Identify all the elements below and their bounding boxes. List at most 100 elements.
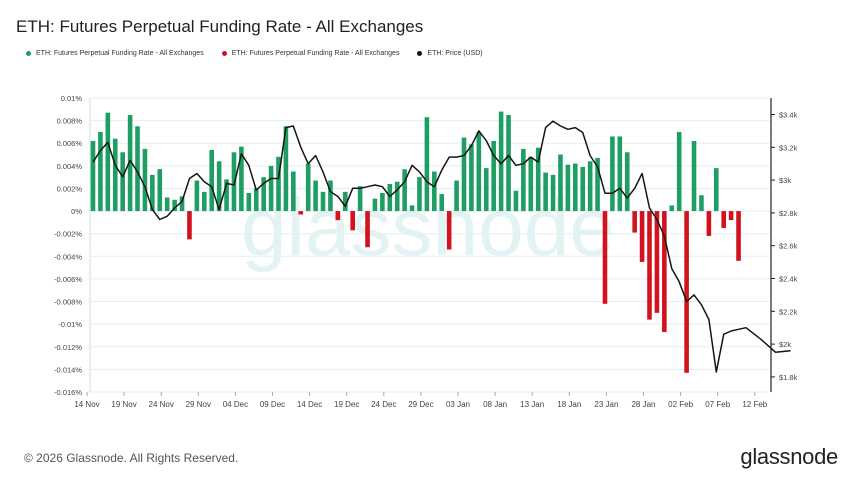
legend-item-positive-funding[interactable]: ETH: Futures Perpetual Funding Rate - Al… — [26, 50, 204, 57]
funding-bar-positive — [105, 112, 111, 212]
funding-bar-negative — [365, 211, 370, 248]
funding-bar-positive — [461, 137, 467, 212]
funding-bar-positive — [172, 199, 177, 212]
funding-bar-positive — [380, 192, 385, 212]
funding-bar-positive — [216, 161, 222, 212]
funding-bar-positive — [202, 191, 207, 212]
funding-bar-positive — [676, 131, 682, 212]
funding-bar-positive — [135, 126, 140, 212]
funding-bar-positive — [387, 183, 393, 212]
y2-tick-label: $3.2k — [779, 143, 798, 152]
funding-bar-positive — [491, 140, 496, 212]
funding-bar-positive — [498, 111, 504, 212]
funding-bar-negative — [736, 211, 741, 261]
legend: ETH: Futures Perpetual Funding Rate - Al… — [26, 50, 501, 57]
y-tick-label: -0.008% — [54, 298, 82, 307]
funding-bar-positive — [157, 169, 163, 212]
funding-bar-negative — [654, 211, 660, 313]
y-tick-label: 0.004% — [57, 162, 83, 171]
x-tick-label: 18 Jan — [557, 400, 581, 409]
legend-label-negative: ETH: Futures Perpetual Funding Rate - Al… — [231, 50, 400, 57]
y-tick-label: -0.012% — [54, 343, 82, 352]
funding-bar-positive — [239, 146, 244, 212]
funding-bar-positive — [357, 186, 363, 212]
funding-bar-positive — [417, 177, 422, 212]
funding-bar-positive — [224, 179, 229, 212]
funding-bar-negative — [602, 211, 608, 304]
funding-bar-positive — [424, 117, 430, 212]
funding-bar-positive — [439, 194, 445, 212]
x-tick-label: 09 Dec — [260, 400, 285, 409]
funding-bar-negative — [187, 211, 192, 240]
funding-bar-positive — [513, 190, 519, 212]
funding-bar-negative — [632, 211, 637, 233]
legend-label-positive: ETH: Futures Perpetual Funding Rate - Al… — [36, 50, 204, 57]
funding-bar-positive — [268, 165, 274, 212]
funding-bar-negative — [706, 211, 712, 236]
funding-bar-positive — [587, 161, 593, 212]
x-tick-label: 03 Jan — [446, 400, 470, 409]
funding-bar-positive — [209, 150, 215, 212]
legend-dot-positive — [26, 51, 31, 56]
x-tick-label: 23 Jan — [594, 400, 618, 409]
funding-bar-positive — [372, 198, 378, 212]
right-axis: $3.4k $3.2k $3k $2.8k $2.6k $2.4k $2.2k $2k $1.8… — [770, 98, 798, 392]
funding-bar-positive — [409, 205, 415, 212]
y2-tick-label: $2.8k — [779, 209, 798, 218]
y2-tick-label: $3k — [779, 176, 791, 185]
x-tick-label: 12 Feb — [742, 400, 767, 409]
funding-bar-positive — [261, 177, 266, 212]
funding-bar-positive — [120, 152, 125, 212]
x-tick-label: 19 Nov — [111, 400, 136, 409]
funding-bar-positive — [535, 147, 541, 212]
y2-tick-label: $2.6k — [779, 242, 798, 251]
brand-logo: glassnode — [740, 444, 838, 469]
funding-bar-negative — [684, 211, 689, 373]
funding-bar-positive — [112, 138, 118, 212]
copyright-footer: © 2026 Glassnode. All Rights Reserved. — [24, 451, 239, 465]
x-tick-label: 08 Jan — [483, 400, 507, 409]
funding-bar-negative — [728, 211, 734, 221]
y2-tick-label: $2.4k — [779, 275, 798, 284]
funding-bar-negative — [350, 211, 355, 231]
funding-bar-positive — [595, 157, 600, 212]
left-axis: 0.01% 0.008% 0.006% 0.004% 0.002% 0% -0.002% -0… — [54, 94, 91, 397]
funding-bar-positive — [98, 131, 103, 212]
funding-bar-positive — [543, 172, 548, 212]
chart-title: ETH: Futures Perpetual Funding Rate - Al… — [16, 17, 424, 36]
x-axis: 14 Nov 19 Nov 24 Nov 29 Nov 04 Dec 09 Dec 14 D… — [74, 392, 768, 409]
funding-bar-positive — [90, 140, 96, 212]
funding-bar-positive — [142, 148, 148, 212]
funding-bar-positive — [231, 152, 237, 212]
funding-rate-chart: glassnode 0.01%0.008%0.006%0.004%0.002%0… — [54, 94, 798, 409]
y2-tick-label: $2.2k — [779, 307, 798, 316]
x-tick-label: 02 Feb — [668, 400, 693, 409]
y-tick-label: 0% — [71, 207, 82, 216]
funding-bar-positive — [194, 180, 200, 212]
y-tick-label: 0.006% — [57, 139, 83, 148]
y2-tick-label: $3.4k — [779, 111, 798, 120]
funding-bars — [90, 111, 741, 373]
legend-label-price: ETH: Price (USD) — [427, 50, 483, 57]
y-tick-label: -0.006% — [54, 275, 82, 284]
funding-bar-positive — [699, 195, 704, 212]
funding-bar-positive — [573, 163, 578, 212]
funding-bar-positive — [127, 114, 133, 212]
legend-item-negative-funding[interactable]: ETH: Futures Perpetual Funding Rate - Al… — [221, 50, 400, 57]
x-tick-label: 28 Jan — [631, 400, 655, 409]
funding-bar-positive — [164, 197, 170, 212]
funding-bar-negative — [335, 211, 341, 221]
funding-bar-positive — [521, 148, 526, 212]
x-tick-label: 14 Dec — [297, 400, 322, 409]
y-tick-label: 0.002% — [57, 184, 83, 193]
price-line — [92, 120, 791, 373]
legend-dot-price — [417, 51, 423, 56]
x-tick-label: 29 Dec — [408, 400, 433, 409]
x-tick-label: 24 Dec — [371, 400, 396, 409]
x-tick-label: 29 Nov — [186, 400, 211, 409]
funding-bar-positive — [305, 163, 311, 212]
x-tick-label: 04 Dec — [223, 400, 248, 409]
funding-bar-positive — [342, 191, 348, 212]
legend-item-price[interactable]: ETH: Price (USD) — [417, 50, 483, 57]
y-tick-label: -0.014% — [54, 365, 82, 374]
